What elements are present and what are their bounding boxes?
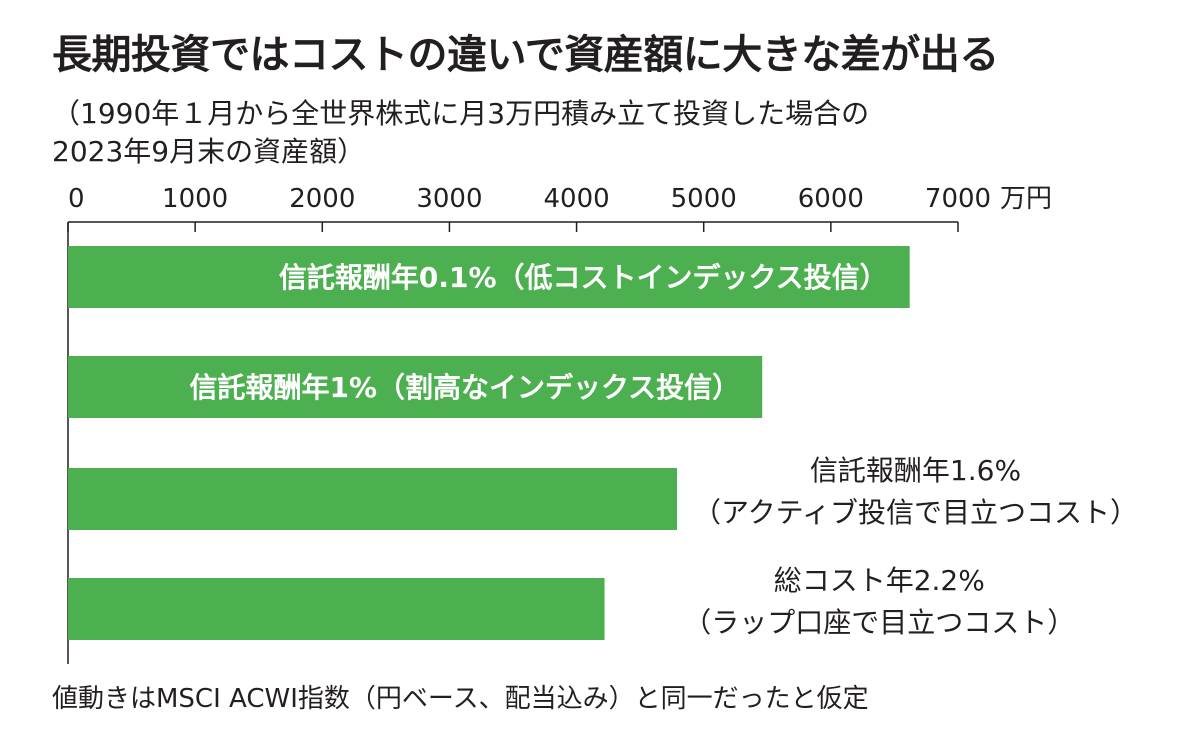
bar-label: 信託報酬年1%（割高なインデックス投信） (189, 371, 740, 404)
chart-title: 長期投資ではコストの違いで資産額に大きな差が出る (52, 32, 999, 78)
bar (68, 578, 605, 640)
chart-subtitle-line-1: （1990年１月から全世界株式に月3万円積み立て投資した場合の (52, 97, 870, 130)
bar-label: （アクティブ投信で目立つコスト） (693, 496, 1138, 529)
chart-subtitle-line-2: 2023年9月末の資産額） (52, 135, 366, 168)
x-tick-label: 1000 (162, 184, 228, 214)
chart-footnote: 値動きはMSCI ACWI指数（円ベース、配当込み）と同一だったと仮定 (52, 684, 869, 714)
bar (68, 356, 763, 418)
x-tick-label: 2000 (289, 184, 355, 214)
x-tick-label: 7000 (925, 184, 991, 214)
bar-label: 信託報酬年1.6% (810, 454, 1021, 487)
x-tick-label: 4000 (543, 184, 609, 214)
bar (68, 246, 910, 308)
x-tick-label: 3000 (416, 184, 482, 214)
bar (68, 468, 678, 530)
x-tick-label: 5000 (671, 184, 737, 214)
bar-label: （ラップ口座で目立つコスト） (683, 606, 1075, 639)
bar-label: 総コスト年2.2% (774, 564, 985, 597)
x-tick-label: 0 (68, 184, 85, 214)
x-tick-label: 6000 (798, 184, 864, 214)
bar-label: 信託報酬年0.1%（低コストインデックス投信） (279, 261, 888, 294)
x-axis-unit-label: 万円 (1000, 184, 1052, 214)
